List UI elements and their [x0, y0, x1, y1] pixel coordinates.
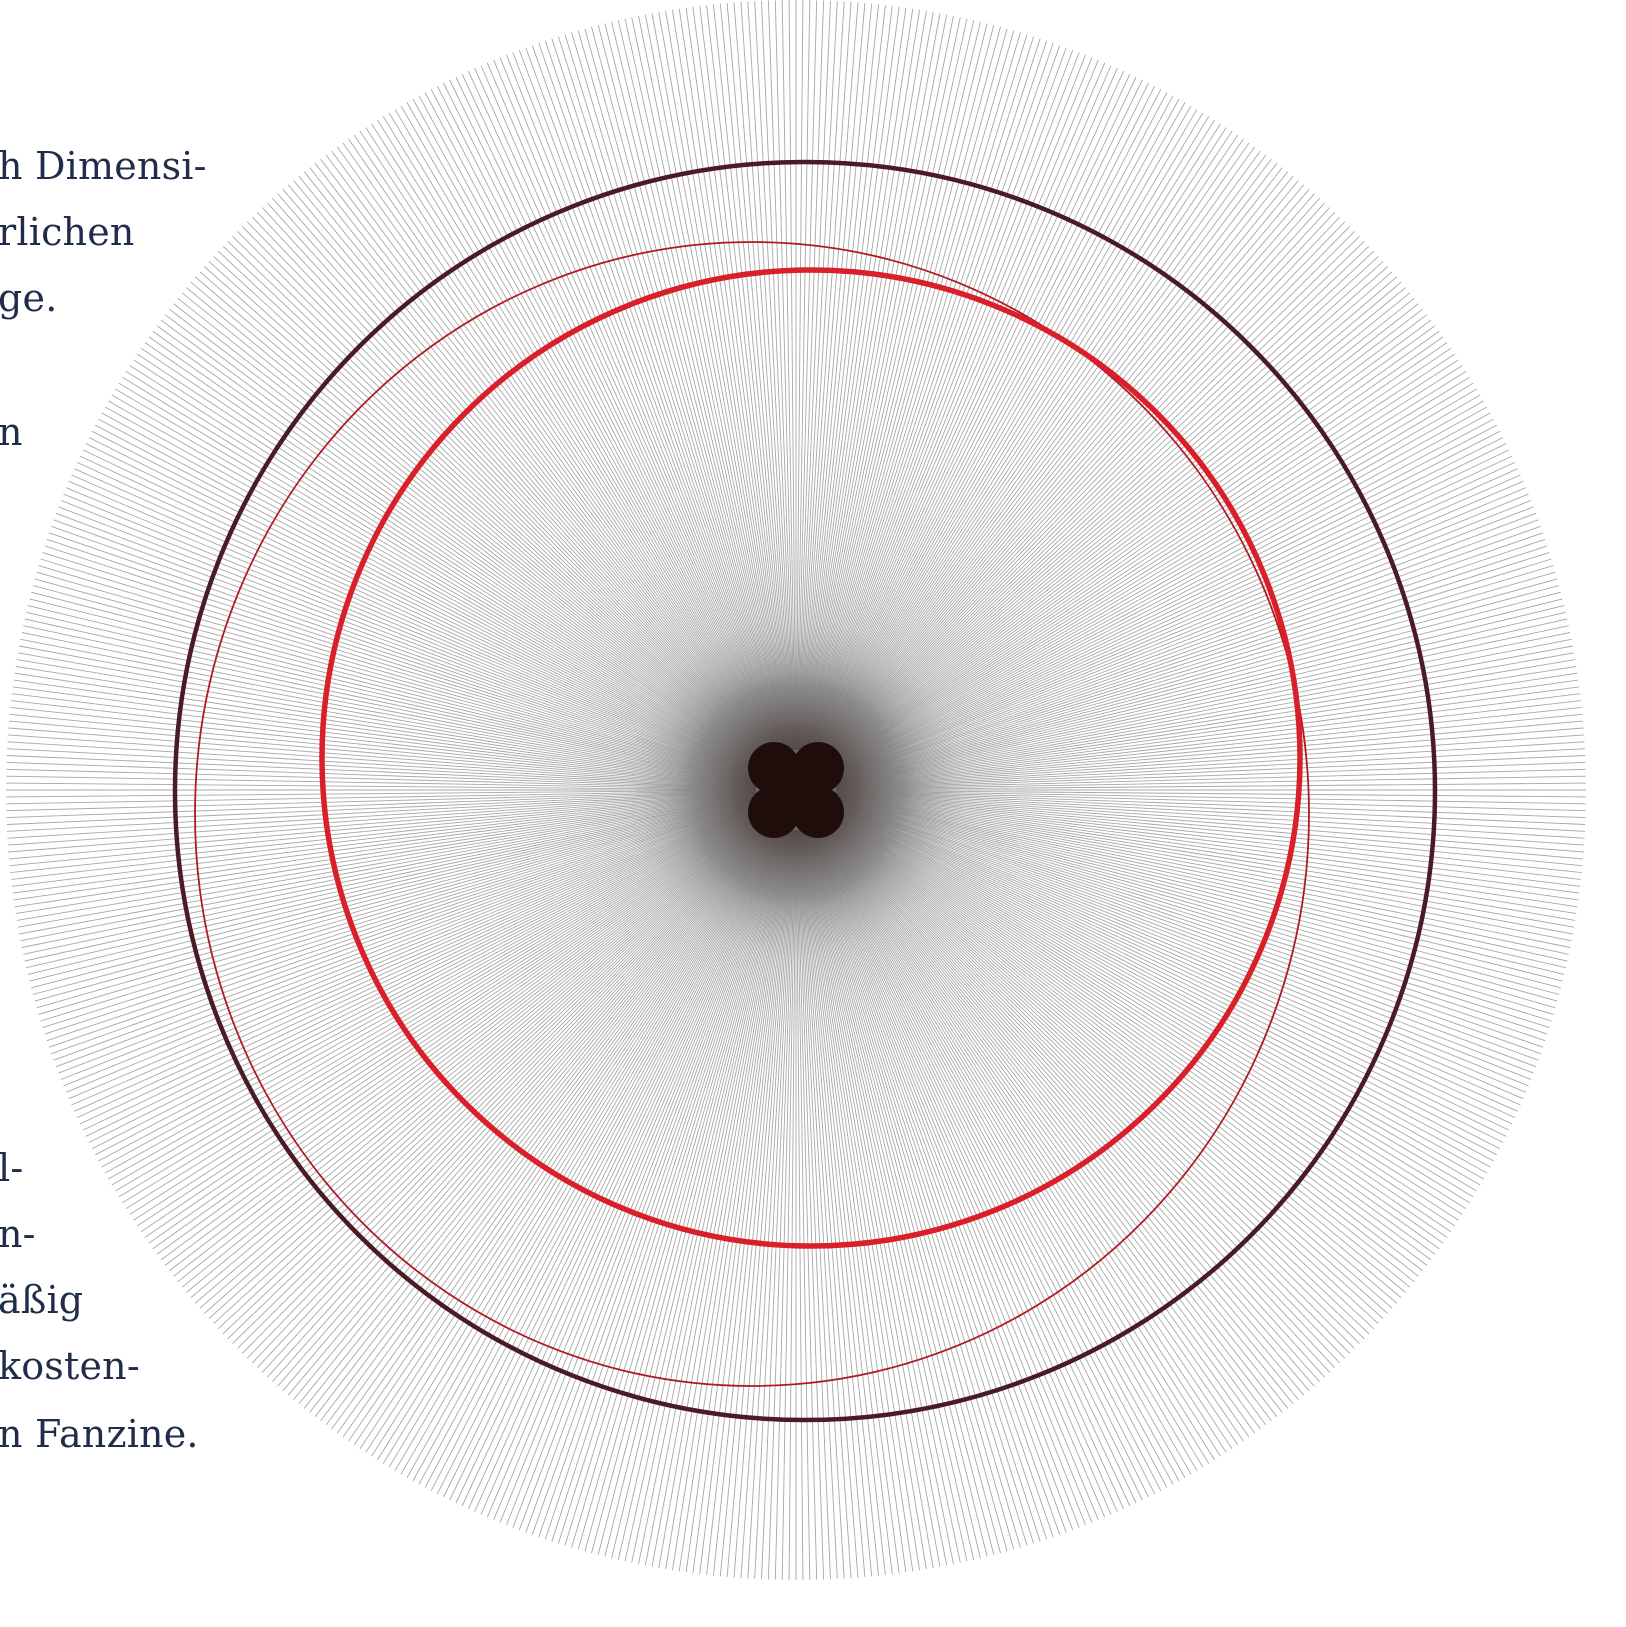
text-line-top-3: ge. — [0, 276, 58, 320]
text-line-bottom-2: n- — [0, 1212, 36, 1256]
text-line-bottom-3: äßig — [0, 1278, 84, 1322]
text-line-bottom-1: l- — [0, 1146, 24, 1190]
text-line-top-1: h Dimensi- — [0, 144, 207, 188]
center-blob — [748, 742, 844, 838]
spoke-lines — [5, 0, 1587, 1581]
thin-red-ring — [194, 241, 1310, 1387]
text-line-top-4: n — [0, 410, 23, 454]
text-line-bottom-4: kosten- — [0, 1344, 140, 1388]
text-line-bottom-5: n Fanzine. — [0, 1412, 199, 1456]
radial-spokes — [5, 0, 1587, 1581]
text-line-top-2: rlichen — [0, 210, 135, 254]
outer-dark-ring — [172, 159, 1438, 1423]
inner-red-ring — [319, 267, 1303, 1249]
